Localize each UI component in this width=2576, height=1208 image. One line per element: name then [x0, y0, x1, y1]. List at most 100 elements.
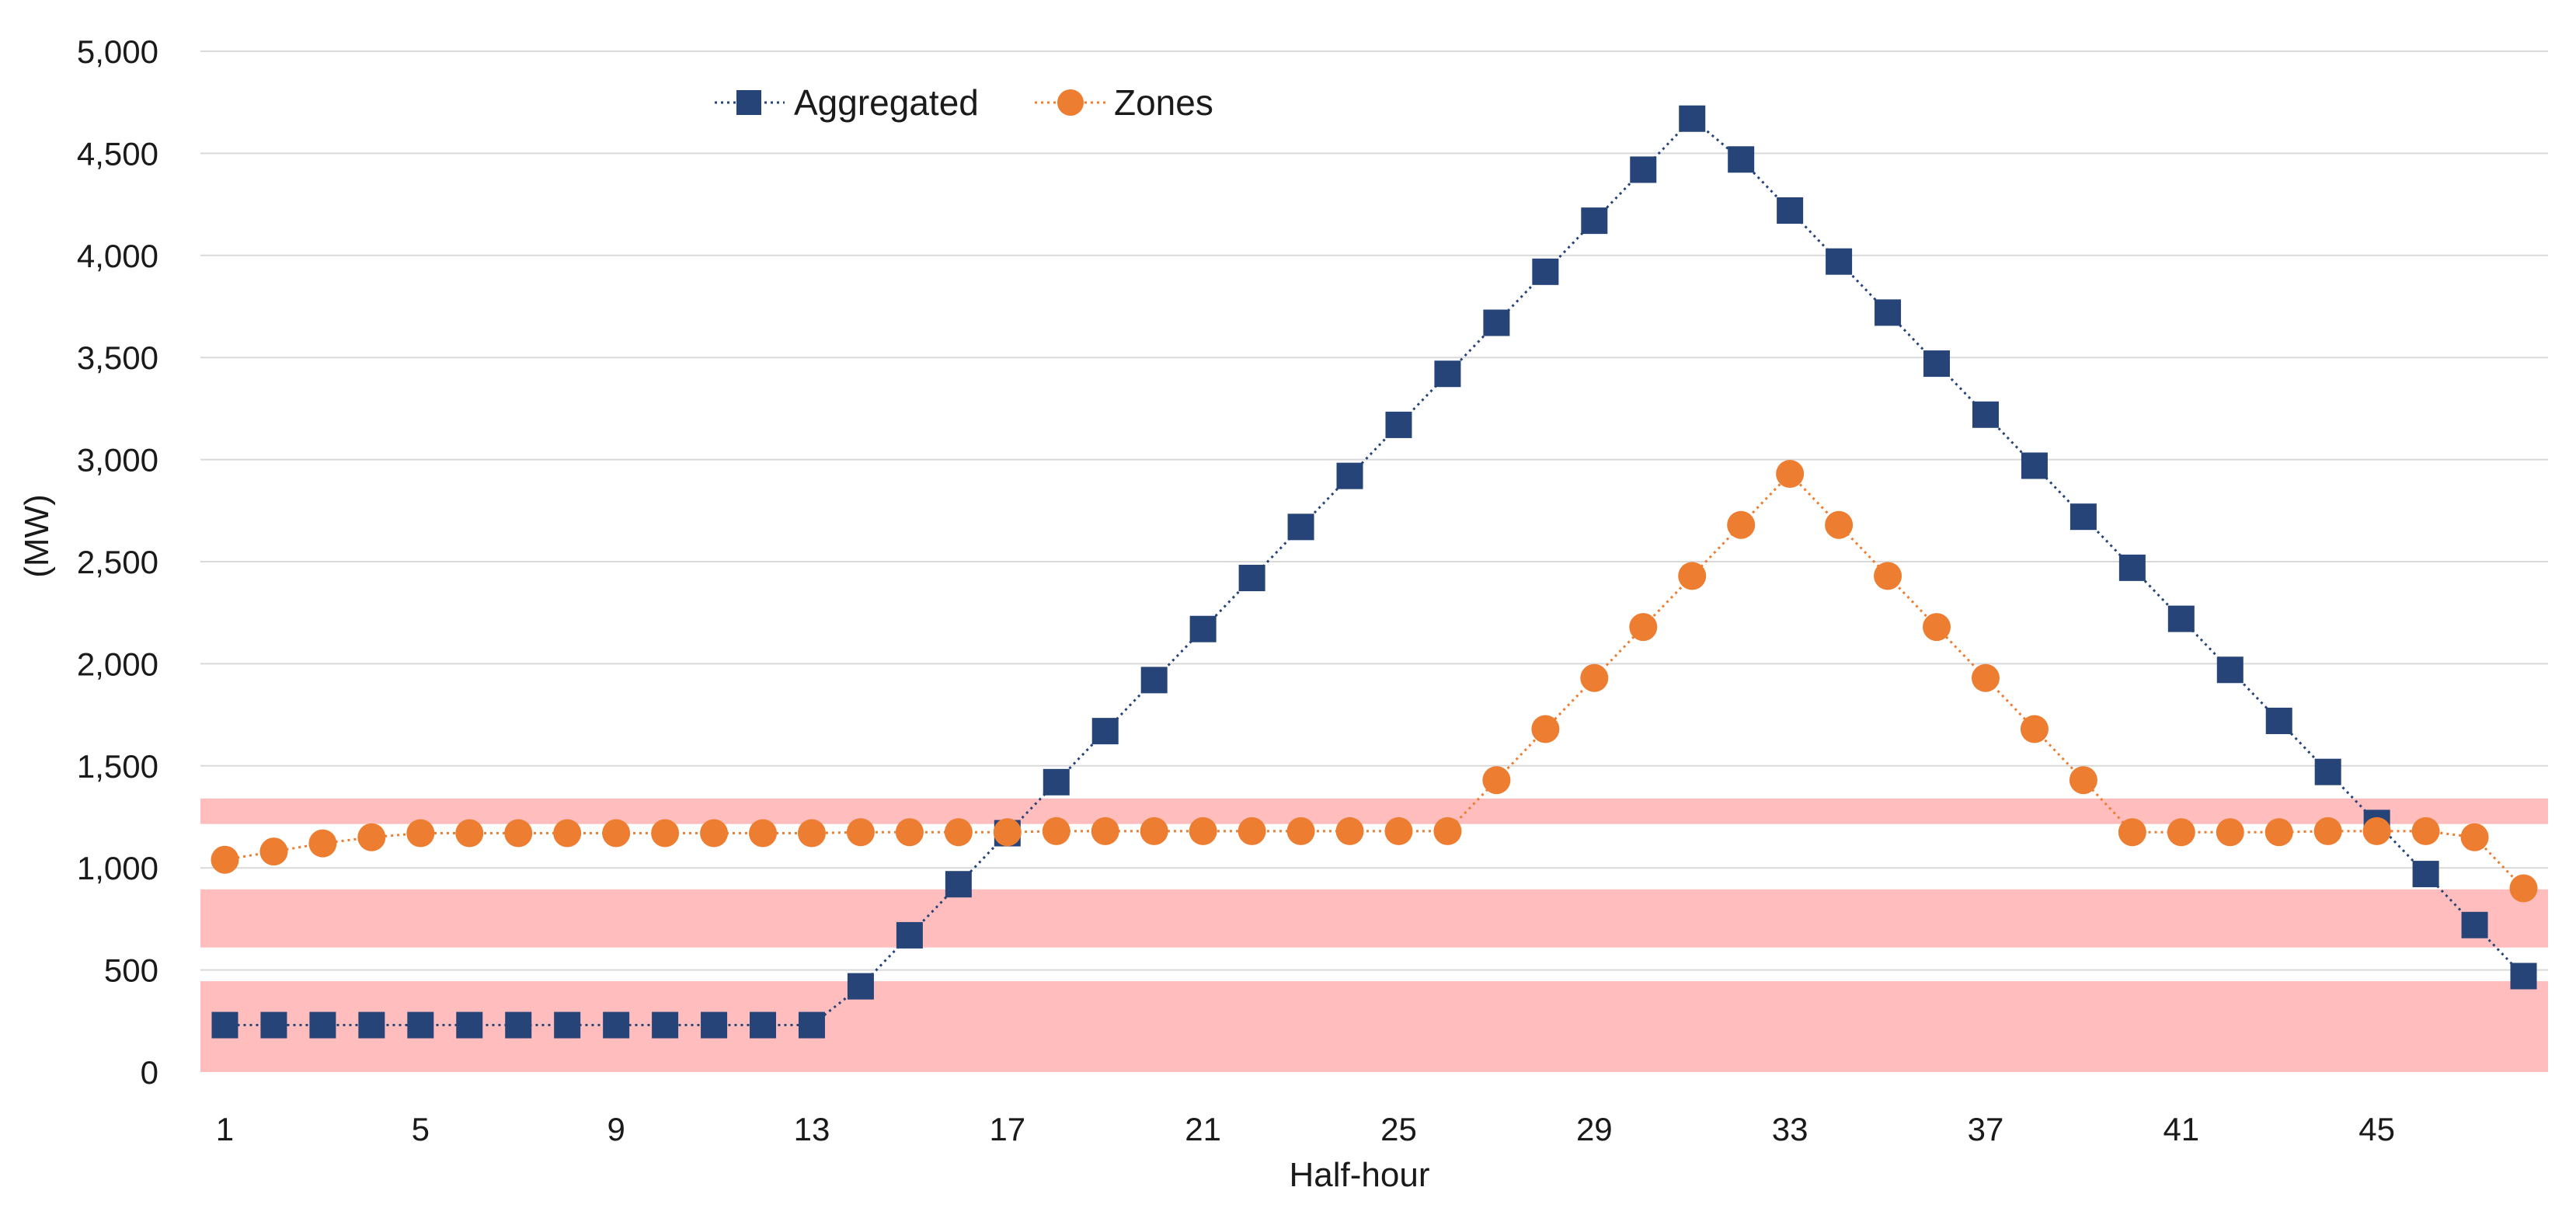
data-point-aggregated	[1483, 309, 1510, 336]
data-point-zones	[1384, 816, 1413, 845]
y-tick-label: 1,000	[77, 850, 158, 886]
data-point-aggregated	[2265, 707, 2292, 734]
data-point-aggregated	[2021, 452, 2048, 479]
data-point-aggregated	[1238, 565, 1265, 592]
data-point-zones	[504, 819, 533, 848]
data-point-aggregated	[1043, 768, 1070, 795]
data-point-aggregated	[1189, 615, 1217, 642]
data-point-aggregated	[1385, 411, 1412, 438]
data-point-zones	[1776, 459, 1805, 488]
gridlines	[200, 50, 2548, 971]
data-point-aggregated	[1923, 350, 1951, 378]
data-point-zones	[259, 837, 288, 866]
x-tick-label: 9	[607, 1111, 625, 1147]
data-point-zones	[749, 819, 778, 848]
data-point-aggregated	[652, 1011, 679, 1039]
data-point-aggregated	[603, 1011, 630, 1039]
data-point-zones	[406, 819, 435, 848]
data-point-zones	[1971, 663, 2000, 692]
data-point-zones	[455, 819, 484, 848]
highlight-band-3	[200, 981, 2548, 1072]
x-tick-label: 5	[412, 1111, 430, 1147]
data-point-zones	[1678, 562, 1707, 590]
data-point-zones	[1286, 816, 1315, 845]
x-tick-label: 33	[1772, 1111, 1808, 1147]
data-point-aggregated	[1336, 462, 1363, 489]
data-point-aggregated	[2461, 911, 2488, 938]
data-point-zones	[993, 818, 1022, 847]
data-point-aggregated	[1728, 146, 1755, 173]
y-tick-label: 1,500	[77, 748, 158, 785]
data-point-zones	[2118, 818, 2146, 847]
y-axis-ticks: 0 500 1,000 1,500 2,000 2,500 3,000 3,500 4,000 4…	[77, 33, 158, 1091]
x-tick-label: 37	[1968, 1111, 2004, 1147]
data-point-aggregated	[750, 1011, 777, 1039]
x-tick-label: 25	[1380, 1111, 1417, 1147]
data-point-aggregated	[1777, 197, 1804, 224]
legend-label-zones: Zones	[1114, 82, 1213, 123]
data-point-aggregated	[896, 921, 923, 949]
highlight-band-1	[200, 798, 2548, 824]
y-tick-label: 3,500	[77, 339, 158, 376]
y-tick-label: 4,500	[77, 135, 158, 172]
series-zones	[211, 459, 2538, 903]
data-point-aggregated	[1679, 105, 1706, 132]
data-point-aggregated	[260, 1011, 287, 1039]
data-point-aggregated	[407, 1011, 434, 1039]
legend-square-marker-icon	[736, 90, 761, 115]
data-point-zones	[797, 819, 826, 848]
data-point-zones	[1433, 816, 1462, 845]
data-point-aggregated	[2167, 605, 2195, 632]
legend-item-zones[interactable]: Zones	[1035, 82, 1213, 123]
x-tick-label: 29	[1576, 1111, 1613, 1147]
data-point-aggregated	[701, 1011, 728, 1039]
data-point-aggregated	[2070, 503, 2097, 531]
data-point-aggregated	[456, 1011, 483, 1039]
data-point-aggregated	[1287, 513, 1314, 541]
data-point-aggregated	[309, 1011, 336, 1039]
data-point-aggregated	[1581, 207, 1608, 235]
data-point-zones	[2216, 818, 2244, 847]
data-point-zones	[1727, 510, 1756, 539]
data-point-zones	[1482, 766, 1511, 795]
y-tick-label: 5,000	[77, 33, 158, 70]
y-tick-label: 2,500	[77, 544, 158, 580]
data-point-zones	[1923, 613, 1951, 642]
legend-item-aggregated[interactable]: Aggregated	[715, 82, 979, 123]
data-point-aggregated	[358, 1011, 385, 1039]
data-point-zones	[2264, 818, 2293, 847]
data-point-aggregated	[1140, 667, 1168, 694]
data-point-aggregated	[1434, 360, 1461, 388]
data-point-zones	[2167, 818, 2195, 847]
series-line-aggregated	[225, 117, 2525, 1027]
highlight-bands	[200, 798, 2548, 1072]
data-point-zones	[602, 819, 631, 848]
data-point-zones	[553, 819, 582, 848]
data-point-zones	[700, 819, 729, 848]
data-point-aggregated	[2216, 656, 2244, 684]
data-point-zones	[1091, 816, 1119, 845]
data-point-zones	[308, 829, 337, 858]
data-point-aggregated	[211, 1011, 238, 1039]
y-tick-label: 3,000	[77, 442, 158, 479]
data-point-aggregated	[554, 1011, 581, 1039]
data-point-zones	[357, 823, 386, 851]
data-point-aggregated	[2412, 861, 2439, 888]
x-axis-title: Half-hour	[1290, 1156, 1430, 1194]
data-point-zones	[1825, 510, 1854, 539]
data-point-aggregated	[1826, 248, 1853, 275]
x-tick-label: 1	[216, 1111, 234, 1147]
data-point-aggregated	[2510, 963, 2537, 990]
data-point-aggregated	[505, 1011, 532, 1039]
data-point-zones	[2069, 766, 2097, 795]
x-tick-label: 17	[989, 1111, 1025, 1147]
data-point-zones	[1874, 562, 1902, 590]
legend-circle-marker-icon	[1057, 89, 1084, 116]
data-point-aggregated	[1630, 156, 1657, 183]
series-aggregated	[211, 105, 2537, 1039]
y-tick-label: 4,000	[77, 238, 158, 274]
highlight-band-2	[200, 889, 2548, 948]
x-tick-label: 21	[1185, 1111, 1221, 1147]
series-group	[211, 105, 2538, 1039]
